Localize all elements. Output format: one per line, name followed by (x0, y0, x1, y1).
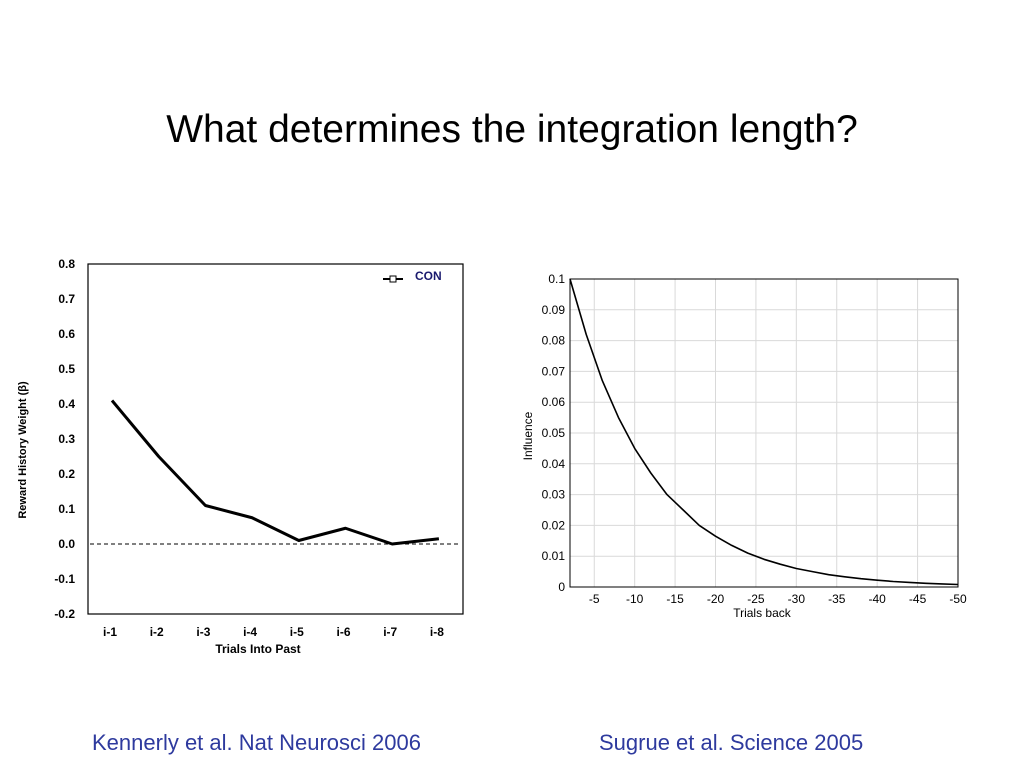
left-x-tick-label: i-3 (196, 625, 210, 639)
left-y-tick-label: -0.1 (54, 572, 75, 586)
right-y-tick-label: 0 (558, 580, 565, 594)
right-y-axis-label: Influence (521, 411, 535, 460)
right-y-tick-label: 0.09 (542, 303, 566, 317)
right-x-axis-label: Trials back (733, 606, 792, 620)
left-x-tick-label: i-6 (336, 625, 350, 639)
right-x-tick-label: -30 (788, 592, 806, 606)
right-y-tick-label: 0.08 (542, 334, 566, 348)
right-y-tick-label: 0.06 (542, 395, 566, 409)
right-y-tick-labels: 0.1 0.09 0.08 0.07 0.06 0.05 0.04 0.03 0.02 0.01 0 (542, 272, 566, 594)
right-x-tick-label: -5 (589, 592, 600, 606)
right-y-tick-label: 0.02 (542, 518, 566, 532)
left-y-tick-label: 0.3 (58, 432, 75, 446)
left-x-tick-labels: i-1 i-2 i-3 i-4 i-5 i-6 i-7 i-8 (103, 625, 444, 639)
right-y-tick-label: 0.04 (542, 457, 566, 471)
right-x-tick-label: -10 (626, 592, 644, 606)
left-x-tick-label: i-7 (383, 625, 397, 639)
left-y-axis-label: Reward History Weight (β) (17, 381, 29, 519)
right-x-tick-label: -40 (868, 592, 886, 606)
left-y-tick-label: 0.7 (58, 292, 75, 306)
right-x-tick-label: -35 (828, 592, 846, 606)
right-x-tick-label: -45 (909, 592, 927, 606)
left-series-group (110, 399, 440, 546)
right-x-tick-label: -25 (747, 592, 765, 606)
left-y-tick-label: 0.6 (58, 327, 75, 341)
citation-left: Kennerly et al. Nat Neurosci 2006 (92, 730, 421, 755)
left-x-tick-label: i-8 (430, 625, 444, 639)
legend-label: CON (415, 269, 442, 283)
right-x-tick-label: -50 (949, 592, 967, 606)
right-chart: 0.10.090.080.070.060.050.040.030.020.010… (521, 272, 967, 620)
left-y-tick-label: 0.8 (58, 257, 75, 271)
legend-marker (389, 275, 397, 283)
left-legend: CON (383, 269, 442, 283)
right-y-tick-label: 0.1 (548, 272, 565, 286)
left-y-tick-label: 0.1 (58, 502, 75, 516)
left-x-tick-label: i-5 (290, 625, 304, 639)
left-x-tick-label: i-4 (243, 625, 257, 639)
left-x-tick-label: i-1 (103, 625, 117, 639)
right-series-line (569, 278, 959, 586)
right-x-tick-label: -15 (666, 592, 684, 606)
left-y-tick-label: -0.2 (54, 607, 75, 621)
citation-right: Sugrue et al. Science 2005 (599, 730, 864, 755)
left-y-tick-label: 0.0 (58, 537, 75, 551)
left-y-tick-label: 0.2 (58, 467, 75, 481)
left-y-tick-label: 0.5 (58, 362, 75, 376)
slide-title: What determines the integration length? (166, 108, 858, 151)
right-x-tick-label: -20 (707, 592, 725, 606)
left-series-line (110, 399, 440, 546)
left-x-axis-label: Trials Into Past (215, 642, 300, 656)
right-plot-frame (569, 278, 959, 588)
right-y-tick-label: 0.07 (542, 364, 566, 378)
right-x-tick-labels: -5 -10 -15 -20 -25 -30 -35 -40 -45 -50 (589, 592, 967, 606)
left-y-tick-labels: 0.8 0.7 0.6 0.5 0.4 0.3 0.2 0.1 0.0 -0.1 -0.2 (54, 257, 75, 621)
left-chart: 0.80.70.60.50.40.30.20.10.0-0.1-0.2 i-1 i… (17, 257, 464, 656)
right-y-tick-label: 0.01 (542, 549, 566, 563)
right-grid (570, 278, 959, 588)
left-y-tick-label: 0.4 (58, 397, 75, 411)
right-y-tick-label: 0.03 (542, 488, 566, 502)
left-x-tick-label: i-2 (150, 625, 164, 639)
left-plot-frame (87, 263, 464, 615)
right-y-tick-label: 0.05 (542, 426, 566, 440)
right-series-group (569, 278, 959, 586)
